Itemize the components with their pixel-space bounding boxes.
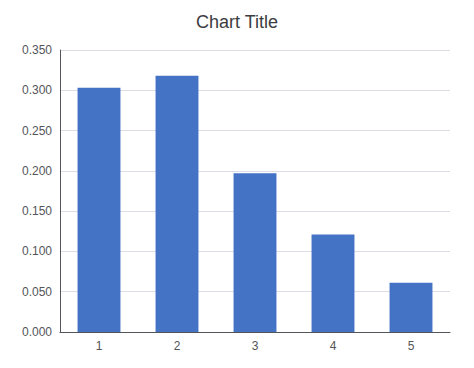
svg-text:0.200: 0.200 [22,164,52,178]
svg-text:3: 3 [252,339,259,353]
svg-text:0.150: 0.150 [22,204,52,218]
svg-text:0.250: 0.250 [22,124,52,138]
svg-text:0.350: 0.350 [22,43,52,57]
svg-text:0.100: 0.100 [22,244,52,258]
svg-text:Chart Title: Chart Title [196,12,278,32]
svg-text:4: 4 [330,339,337,353]
svg-text:0.300: 0.300 [22,83,52,97]
svg-text:0.050: 0.050 [22,285,52,299]
svg-text:0.000: 0.000 [22,325,52,339]
svg-text:2: 2 [174,339,181,353]
svg-text:1: 1 [96,339,103,353]
svg-text:5: 5 [408,339,415,353]
